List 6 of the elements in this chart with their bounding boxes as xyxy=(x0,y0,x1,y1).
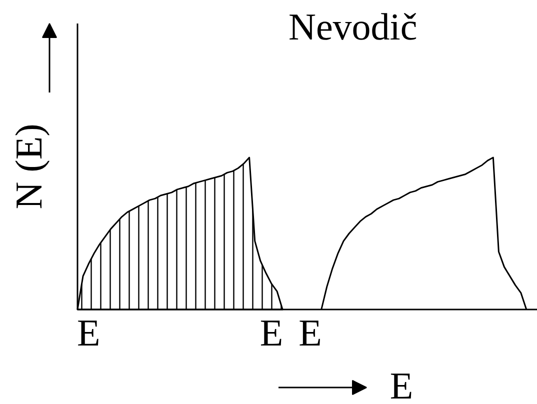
x-axis-title: E xyxy=(390,366,414,404)
y-axis-title: N (E) xyxy=(8,124,50,210)
x-tick-label: E xyxy=(298,312,322,354)
x-tick-label: E xyxy=(76,312,100,354)
x-tick-label: E xyxy=(260,312,284,354)
chart-title: Nevodič xyxy=(288,6,418,48)
